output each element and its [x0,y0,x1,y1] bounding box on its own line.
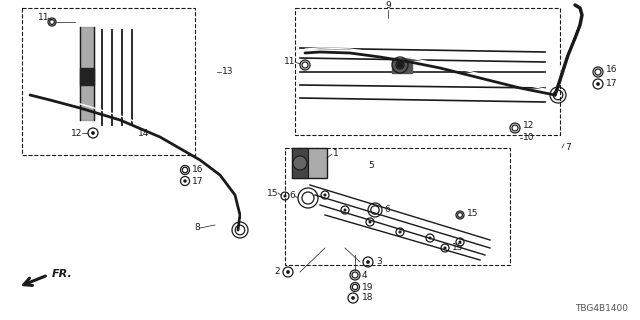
Text: 2: 2 [275,268,280,276]
Text: 9: 9 [385,2,391,11]
Circle shape [429,236,431,239]
Text: 10: 10 [523,133,534,142]
Text: 4: 4 [362,270,367,279]
Bar [292,148,327,178]
Text: FR.: FR. [52,269,73,279]
Text: 14: 14 [138,129,149,138]
Text: 1: 1 [333,148,339,157]
Text: TBG4B1400: TBG4B1400 [575,304,628,313]
Circle shape [458,241,461,244]
Circle shape [286,270,290,274]
Circle shape [369,220,371,223]
Text: 6: 6 [384,205,390,214]
Text: 8: 8 [195,223,200,233]
Bar [22,8,195,155]
Text: 15: 15 [452,244,463,252]
Bar [285,148,510,265]
Circle shape [183,179,187,183]
Circle shape [344,209,346,212]
Text: 16: 16 [192,165,204,174]
Circle shape [323,194,326,196]
Circle shape [351,296,355,300]
Polygon shape [392,58,412,73]
Text: 7: 7 [565,143,571,153]
Text: 12: 12 [70,129,82,138]
Text: 17: 17 [192,177,204,186]
Circle shape [293,156,307,170]
Circle shape [366,260,370,264]
Circle shape [284,195,287,197]
Polygon shape [80,27,94,120]
Text: 19: 19 [362,283,374,292]
Polygon shape [80,68,94,85]
Circle shape [91,131,95,135]
Text: 15: 15 [467,209,479,218]
Text: 16: 16 [606,66,618,75]
Text: 11: 11 [284,58,295,67]
Text: 17: 17 [606,79,618,89]
Text: 13: 13 [222,68,234,76]
Text: 6: 6 [289,191,295,201]
Text: 5: 5 [368,162,374,171]
Text: 15: 15 [266,188,278,197]
Circle shape [397,62,403,68]
Bar [295,8,560,135]
Bar [292,148,308,178]
Circle shape [444,246,447,250]
Text: 3: 3 [376,258,381,267]
Text: 18: 18 [362,293,374,302]
Circle shape [596,82,600,86]
Text: 11: 11 [38,13,49,22]
Text: 12: 12 [523,122,534,131]
Circle shape [399,230,401,234]
